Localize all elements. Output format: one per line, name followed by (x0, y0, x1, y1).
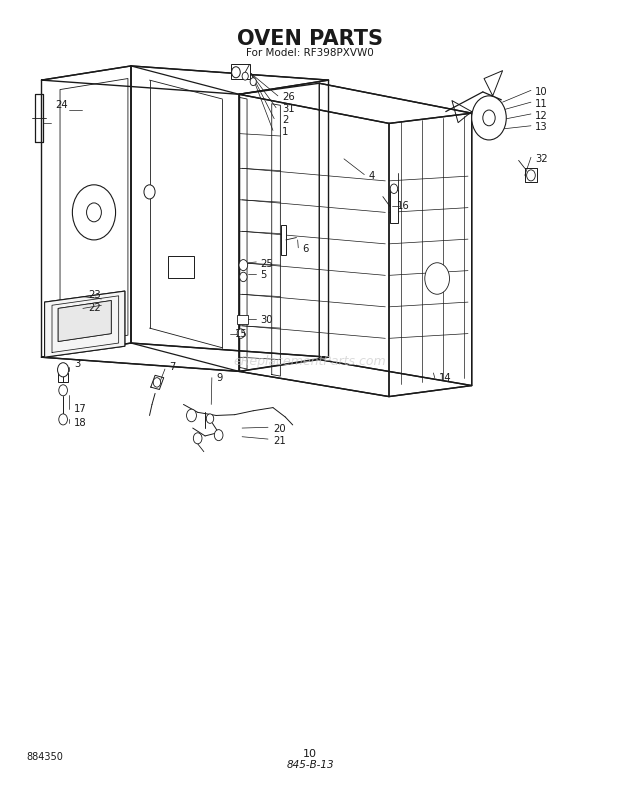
Circle shape (73, 185, 115, 240)
Text: 7: 7 (169, 363, 175, 372)
Text: 21: 21 (273, 435, 286, 446)
Text: 15: 15 (235, 329, 247, 339)
Text: 22: 22 (88, 303, 100, 314)
Polygon shape (58, 300, 111, 341)
Circle shape (240, 273, 247, 282)
Text: For Model: RF398PXVW0: For Model: RF398PXVW0 (246, 47, 374, 58)
Circle shape (59, 414, 68, 425)
Circle shape (58, 363, 69, 377)
Text: OVEN PARTS: OVEN PARTS (237, 29, 383, 49)
Text: 14: 14 (438, 373, 451, 382)
Bar (168, 257, 194, 279)
Circle shape (239, 260, 247, 271)
Text: 6: 6 (303, 244, 309, 254)
Text: 10: 10 (303, 749, 317, 759)
Text: 5: 5 (260, 270, 267, 280)
Text: 20: 20 (273, 424, 286, 434)
Bar (281, 225, 286, 255)
Text: 3: 3 (74, 359, 81, 368)
Circle shape (144, 185, 155, 199)
Text: 1: 1 (282, 127, 288, 137)
Circle shape (187, 409, 197, 422)
Text: 31: 31 (282, 104, 295, 115)
Text: 18: 18 (74, 418, 87, 427)
Text: 884350: 884350 (26, 752, 63, 762)
Text: 26: 26 (282, 92, 295, 103)
Circle shape (390, 184, 397, 194)
Bar (231, 64, 249, 78)
Text: 10: 10 (535, 87, 548, 97)
Text: 30: 30 (260, 315, 273, 325)
Circle shape (242, 72, 248, 80)
Circle shape (215, 430, 223, 441)
Circle shape (472, 96, 507, 140)
Text: 24: 24 (56, 100, 68, 111)
Text: 9: 9 (216, 373, 223, 382)
Text: 17: 17 (74, 404, 87, 414)
Text: 16: 16 (396, 201, 409, 211)
Text: 845-B-13: 845-B-13 (286, 760, 334, 770)
Circle shape (425, 263, 450, 294)
Circle shape (153, 378, 161, 387)
Circle shape (59, 385, 68, 396)
Text: 13: 13 (535, 122, 548, 133)
Circle shape (237, 329, 244, 338)
Text: 12: 12 (535, 111, 548, 121)
Text: eReplacementParts.com: eReplacementParts.com (234, 356, 386, 368)
Text: 23: 23 (88, 290, 100, 300)
Bar (237, 314, 248, 324)
Text: 32: 32 (535, 154, 548, 164)
Circle shape (483, 110, 495, 126)
Circle shape (232, 66, 241, 77)
Text: 11: 11 (535, 99, 548, 109)
Circle shape (87, 203, 102, 222)
Circle shape (250, 77, 256, 85)
Text: 4: 4 (369, 171, 375, 181)
Text: 2: 2 (282, 115, 288, 126)
Text: 25: 25 (260, 258, 273, 269)
Polygon shape (45, 291, 125, 357)
Bar (58, 373, 68, 382)
Bar (390, 190, 397, 224)
Circle shape (206, 414, 214, 423)
Circle shape (526, 170, 535, 181)
Circle shape (193, 433, 202, 444)
